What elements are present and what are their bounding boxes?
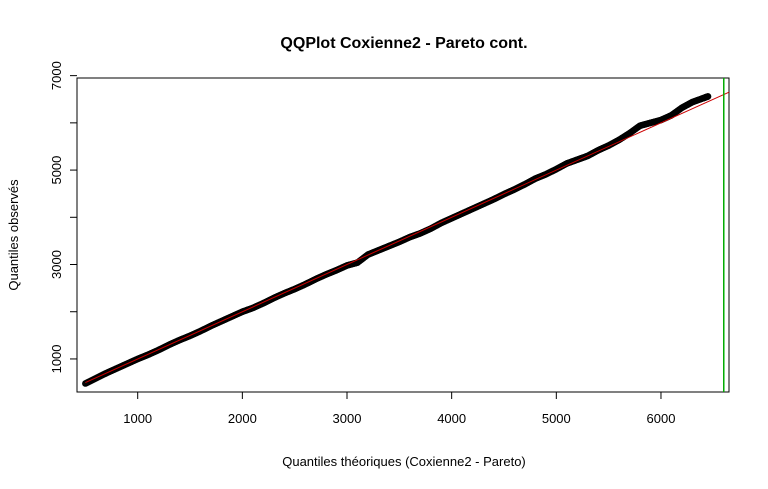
data-point — [704, 93, 712, 100]
y-tick-label: 5000 — [49, 156, 64, 185]
y-tick-label: 1000 — [49, 344, 64, 373]
chart-title: QQPlot Coxienne2 - Pareto cont. — [280, 35, 527, 52]
reference-line — [85, 91, 730, 384]
plot-frame — [76, 77, 730, 393]
x-tick-label: 6000 — [647, 411, 676, 426]
x-tick-label: 1000 — [123, 411, 152, 426]
y-tick-label: 3000 — [49, 250, 64, 279]
x-axis: 1000 2000 3000 4000 5000 6000 — [123, 392, 675, 426]
x-tick-label: 4000 — [437, 411, 466, 426]
x-axis-label: Quantiles théoriques (Coxienne2 - Pareto… — [282, 454, 526, 469]
x-tick-label: 3000 — [333, 411, 362, 426]
x-tick-label: 5000 — [542, 411, 571, 426]
data-points — [82, 93, 712, 387]
y-tick-label: 7000 — [49, 61, 64, 90]
x-tick-label: 2000 — [228, 411, 257, 426]
y-axis: 1000 3000 5000 7000 — [49, 61, 77, 373]
y-axis-label: Quantiles observés — [6, 179, 21, 291]
